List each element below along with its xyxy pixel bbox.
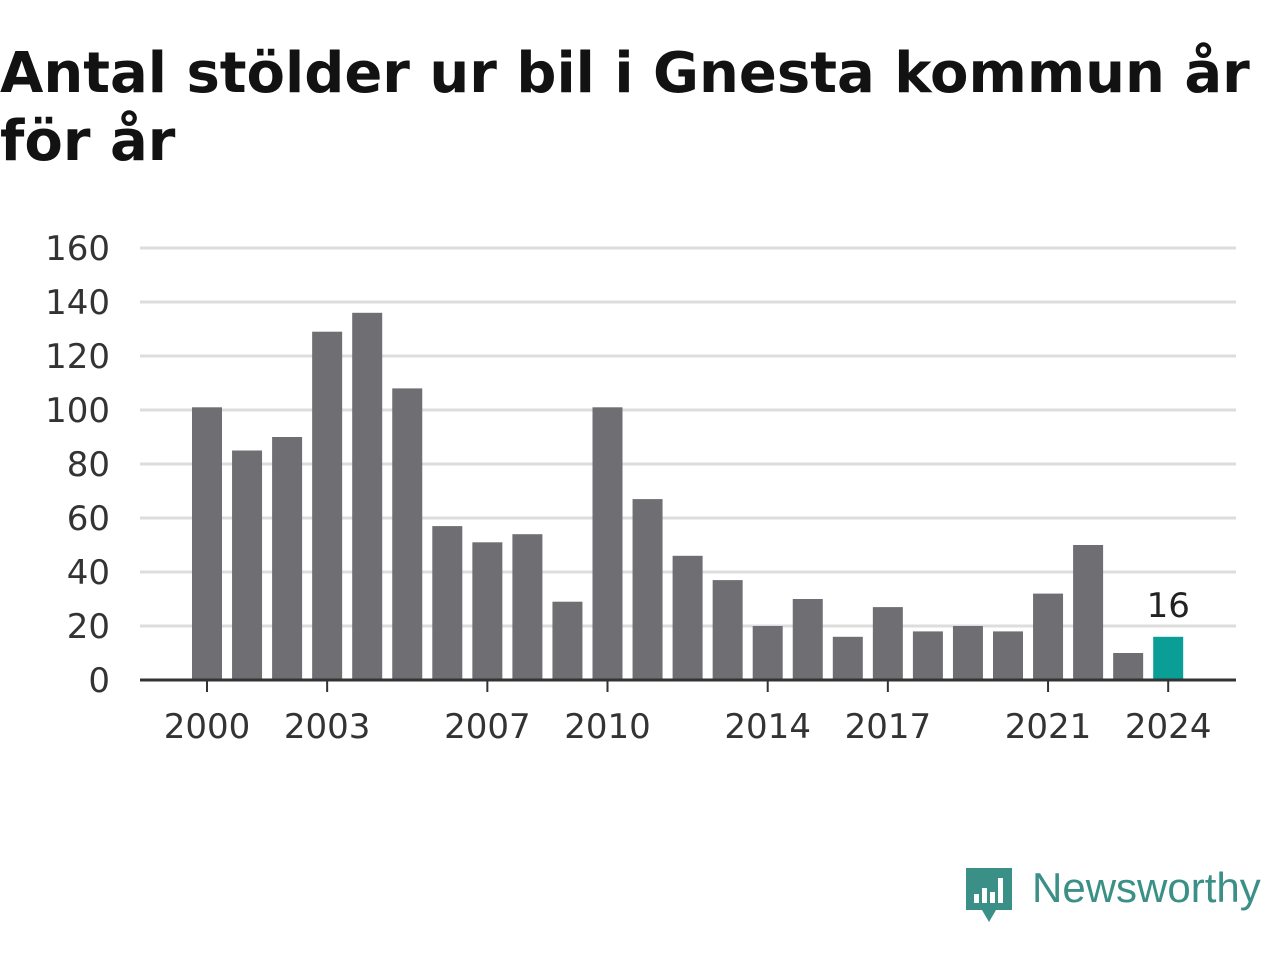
bar-2015 [792, 599, 823, 680]
y-tick-label: 40 [67, 553, 110, 593]
x-tick-label: 2007 [444, 707, 531, 747]
data-labels: 16 [1147, 586, 1190, 626]
y-tick-label: 160 [45, 229, 110, 269]
bar-2017 [872, 607, 903, 680]
x-axis-ticks: 2000 2003 2007 2010 2014 2017 2021 2024 [164, 680, 1212, 747]
x-tick-label: 2017 [845, 707, 932, 747]
y-tick-label: 100 [45, 391, 110, 431]
y-tick-label: 0 [88, 661, 110, 701]
bar-2001 [232, 450, 263, 680]
x-tick-label: 2021 [1005, 707, 1092, 747]
chart-title: Antal stölder ur bil i Gnesta kommun år … [0, 41, 1250, 174]
bar-2021 [1033, 593, 1064, 680]
y-tick-label: 20 [67, 607, 110, 647]
bar-2006 [432, 526, 463, 680]
bar-2003 [312, 331, 343, 680]
bar-2018 [912, 631, 943, 680]
y-tick-label: 80 [67, 445, 110, 485]
newsworthy-logo: Newsworthy [962, 862, 1280, 932]
data-label-2024: 16 [1147, 586, 1190, 626]
bar-2008 [512, 534, 543, 680]
bar-2024 [1153, 636, 1184, 680]
bar-2012 [672, 555, 703, 680]
bar-2009 [552, 601, 583, 680]
bar-2019 [952, 626, 983, 680]
bar-2007 [472, 542, 503, 680]
bar-2005 [392, 388, 423, 680]
bar-2020 [993, 631, 1023, 680]
brand-name: Newsworthy [1032, 864, 1261, 911]
x-tick-label: 2000 [164, 707, 251, 747]
bar-2011 [632, 499, 663, 680]
x-tick-label: 2014 [724, 707, 811, 747]
bar-2016 [832, 636, 863, 680]
y-tick-label: 140 [45, 283, 110, 323]
y-tick-label: 60 [67, 499, 110, 539]
x-tick-label: 2003 [284, 707, 371, 747]
y-tick-label: 120 [45, 337, 110, 377]
bar-2023 [1113, 653, 1144, 680]
bar-2022 [1073, 545, 1104, 680]
bar-2002 [272, 437, 303, 680]
bars [192, 312, 1184, 680]
bar-2014 [752, 626, 783, 680]
bar-2000 [192, 407, 222, 680]
bar-2013 [712, 580, 743, 680]
bar-2004 [352, 312, 383, 680]
newsworthy-logo-icon [966, 868, 1012, 922]
bar-2010 [592, 407, 623, 680]
y-axis-ticks: 0 20 40 60 80 100 120 140 160 [45, 229, 110, 701]
x-tick-label: 2010 [564, 707, 651, 747]
x-tick-label: 2024 [1125, 707, 1212, 747]
